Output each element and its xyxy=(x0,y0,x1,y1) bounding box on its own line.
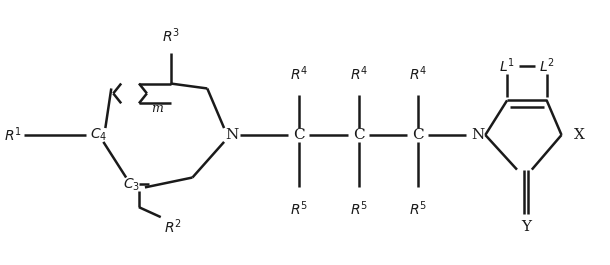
Text: $R^3$: $R^3$ xyxy=(162,26,179,45)
Text: $L^2$: $L^2$ xyxy=(539,56,554,75)
Text: $L^1$: $L^1$ xyxy=(499,56,515,75)
Text: C: C xyxy=(353,128,365,142)
Text: N: N xyxy=(225,128,239,142)
Text: Y: Y xyxy=(521,220,531,234)
Text: $R^4$: $R^4$ xyxy=(290,64,309,82)
Text: $R^4$: $R^4$ xyxy=(350,64,368,82)
Text: N: N xyxy=(471,128,484,142)
Text: C: C xyxy=(412,128,424,142)
Text: $R^5$: $R^5$ xyxy=(290,199,308,218)
Text: $C_3$: $C_3$ xyxy=(123,176,140,193)
Text: X: X xyxy=(575,128,585,142)
Text: C: C xyxy=(293,128,305,142)
Text: m: m xyxy=(151,102,163,115)
Text: $R^5$: $R^5$ xyxy=(350,199,368,218)
Text: $C_4$: $C_4$ xyxy=(90,127,107,143)
Text: $R^4$: $R^4$ xyxy=(409,64,427,82)
Text: $R^5$: $R^5$ xyxy=(409,199,427,218)
Text: $R^1$: $R^1$ xyxy=(4,126,22,144)
Text: $R^2$: $R^2$ xyxy=(163,218,182,236)
